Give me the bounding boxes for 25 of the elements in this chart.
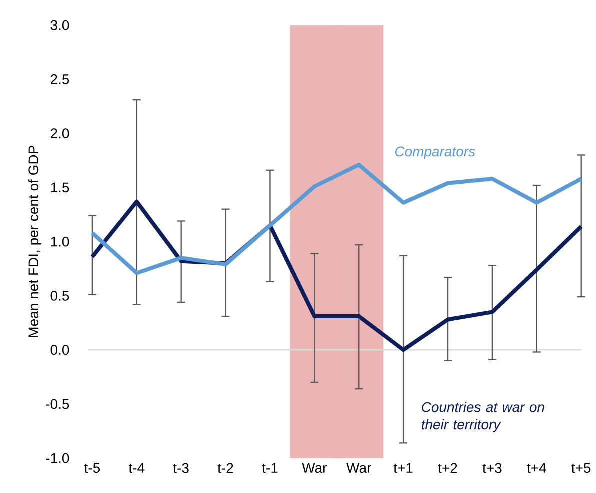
y-tick-label: 0.0 xyxy=(50,345,70,356)
x-tick-label: t+3 xyxy=(482,463,502,474)
y-tick-label: 2.0 xyxy=(50,128,70,139)
x-tick-label: t-4 xyxy=(128,463,145,474)
x-tick-label: War xyxy=(302,463,328,474)
x-tick-label: t-1 xyxy=(262,463,278,474)
x-tick-label: t+5 xyxy=(572,463,591,474)
y-tick-label: 1.5 xyxy=(51,182,70,193)
y-axis-title: Mean net FDI, per cent of GDP xyxy=(28,146,42,338)
y-tick-label: 0.5 xyxy=(50,291,70,301)
x-tick-label: t+1 xyxy=(394,463,413,474)
y-tick-label: 1.0 xyxy=(51,236,70,247)
x-tick-label: t-3 xyxy=(173,463,189,474)
x-tick-label: t+4 xyxy=(527,463,546,474)
x-tick-label: t-2 xyxy=(218,463,234,474)
y-tick-label: -0.5 xyxy=(46,399,70,410)
x-tick-label: t-5 xyxy=(84,463,100,474)
series-label: Comparators xyxy=(395,146,476,160)
y-tick-label: -1.0 xyxy=(46,453,70,464)
x-tick-label: War xyxy=(346,463,372,474)
y-tick-label: 3.0 xyxy=(50,20,70,30)
x-tick-label: t+2 xyxy=(438,463,458,474)
line-series xyxy=(90,162,584,276)
y-tick-label: 2.5 xyxy=(50,74,70,84)
text: Countries at war on their territory xyxy=(422,402,544,432)
